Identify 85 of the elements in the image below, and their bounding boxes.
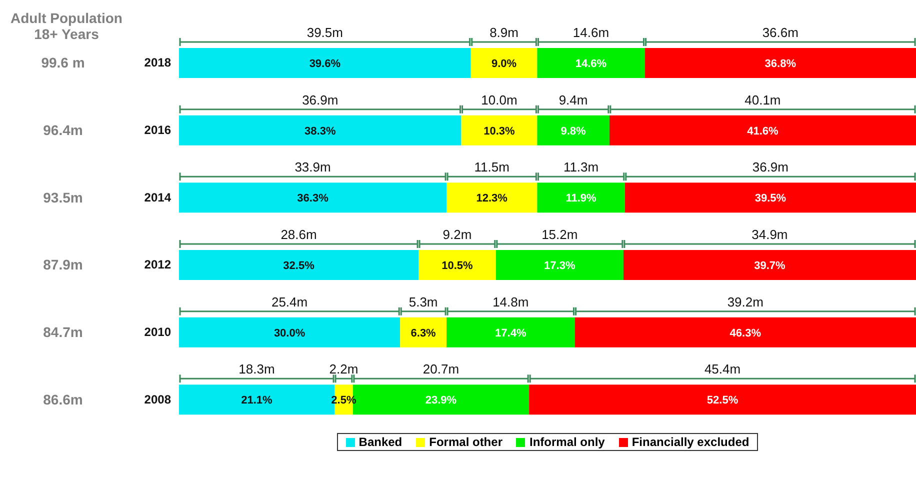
annotation: 33.9m [294, 160, 331, 175]
data-label: 21.1% [241, 394, 273, 407]
data-label: 52.5% [706, 394, 738, 407]
bar [537, 48, 645, 78]
annotation: 36.6m [762, 25, 798, 40]
bar [179, 317, 400, 348]
annotation: 5.3m [408, 294, 438, 310]
bar [529, 384, 916, 415]
data-label: 32.5% [283, 260, 315, 272]
data-label: 10.3% [484, 125, 516, 138]
data-label: 39.7% [754, 260, 786, 272]
annotation: 9.4m [558, 92, 588, 108]
bar [624, 182, 916, 213]
legend-label: Financially excluded [630, 435, 750, 449]
data-label: 10.5% [442, 260, 474, 272]
bar [609, 115, 916, 146]
data-label: 9.0% [491, 58, 517, 70]
legend-label: Banked [358, 435, 402, 449]
annotation: 34.9m [752, 227, 788, 242]
bar [179, 115, 462, 146]
bar [623, 250, 916, 280]
text: 86.6m [43, 391, 83, 408]
data-label: 46.3% [730, 327, 762, 340]
data-label: 39.5% [754, 192, 786, 205]
data-label: 6.3% [410, 327, 436, 340]
annotation: 40.1m [744, 92, 781, 108]
annotation: 14.8m [492, 294, 529, 310]
bar [446, 317, 575, 348]
data-label: 12.3% [476, 192, 508, 205]
annotation: 11.3m [563, 160, 599, 175]
text: 93.5m [43, 189, 83, 206]
data-label: 41.6% [747, 125, 779, 138]
text: 99.6 m [41, 54, 85, 71]
bar [470, 48, 538, 78]
annotation: 36.9m [302, 92, 338, 108]
annotation: 18.3m [238, 362, 275, 377]
annotation: 9.2m [442, 227, 472, 242]
annotation: 2.2m [329, 362, 358, 377]
bar [179, 182, 447, 213]
bar [418, 250, 496, 280]
annotation: 45.4m [704, 362, 741, 377]
annotation: 14.6m [572, 25, 610, 40]
y-tick-label: 2008 [144, 392, 172, 406]
annotation: 25.4m [271, 294, 308, 310]
annotation: 28.6m [280, 227, 317, 242]
annotation: 11.5m [474, 160, 510, 175]
y-tick-label: 2012 [144, 258, 172, 272]
text: 87.9m [43, 256, 83, 273]
data-label: 17.3% [544, 260, 576, 272]
y-tick-label: 2018 [144, 56, 172, 70]
bar [537, 115, 610, 146]
data-label: 11.9% [566, 192, 597, 205]
annotation: 20.7m [422, 362, 460, 377]
annotation: 36.9m [752, 160, 789, 175]
bar [537, 182, 625, 213]
legend-label: Informal only [528, 435, 605, 449]
text: 96.4m [43, 122, 83, 138]
data-label: 14.6% [575, 58, 607, 70]
data-label: 30.0% [274, 327, 306, 340]
text: 84.7m [43, 324, 83, 340]
annotation: 39.2m [727, 294, 764, 310]
data-label: 39.6% [309, 58, 341, 70]
data-label: 9.8% [560, 125, 586, 138]
bar [446, 182, 538, 213]
bar [179, 250, 419, 280]
bar [179, 48, 471, 78]
bar [644, 48, 916, 78]
annotation: 10.0m [481, 92, 518, 108]
data-label: 23.9% [425, 394, 457, 407]
data-label: 38.3% [304, 125, 336, 138]
data-label: 36.3% [297, 192, 329, 205]
bar [461, 115, 538, 146]
data-label: 36.8% [764, 58, 796, 70]
bar [496, 250, 624, 280]
y-tick-label: 2014 [144, 190, 172, 204]
legend-label: Formal other [428, 435, 502, 449]
bar [400, 317, 447, 348]
y-tick-label: 2010 [144, 325, 172, 339]
annotation: 15.2m [542, 227, 578, 242]
annotation: 39.5m [306, 25, 343, 40]
data-label: 17.4% [495, 327, 526, 340]
y-axis-title: Adult Population 18+ Years [10, 10, 124, 42]
y-tick-label: 2016 [144, 123, 172, 137]
bar [574, 317, 916, 348]
annotation: 8.9m [490, 25, 518, 40]
